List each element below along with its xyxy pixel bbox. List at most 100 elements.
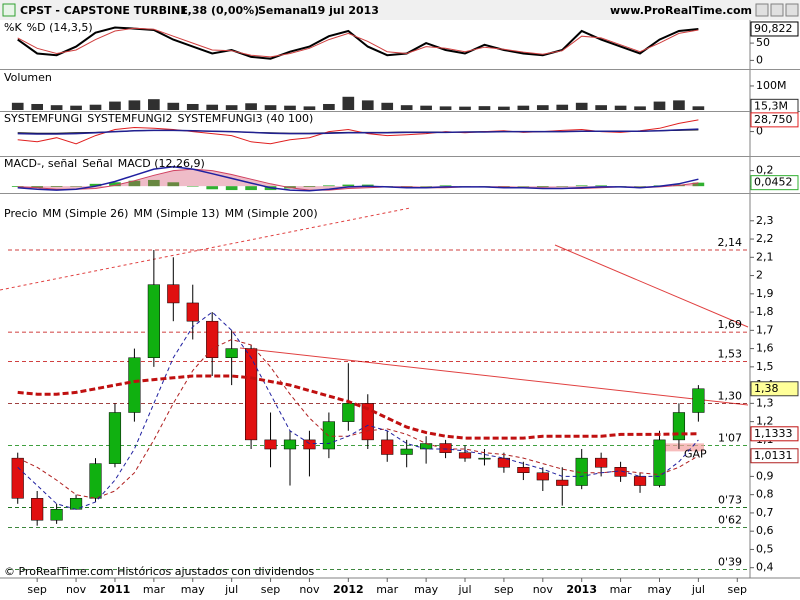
bar [614, 105, 627, 110]
bar [692, 106, 705, 110]
level-label: 0'39 [718, 556, 742, 569]
bar [439, 106, 452, 110]
candle-body [11, 457, 24, 499]
series-line [17, 128, 699, 135]
y-tick-label: 2,3 [756, 214, 774, 227]
current-value-box [750, 175, 799, 191]
candle-body [186, 302, 199, 322]
maximize-button[interactable] [770, 3, 784, 17]
bar [167, 182, 180, 187]
bar [89, 183, 102, 187]
bar [653, 101, 666, 110]
bar [536, 186, 549, 187]
x-tick-label: sep [27, 583, 46, 596]
bar [128, 100, 141, 110]
bar [556, 186, 569, 187]
bar [50, 186, 63, 187]
y-tick-label: 100M [756, 79, 787, 92]
close-button[interactable] [785, 3, 799, 17]
bar [284, 105, 296, 110]
minimize-button[interactable] [755, 3, 769, 17]
level-label: 1,69 [718, 318, 743, 331]
y-tick-label: 0,9 [756, 469, 774, 482]
bar [459, 106, 471, 110]
bar [303, 106, 316, 110]
candle-body [633, 476, 647, 486]
bar [70, 105, 82, 110]
bar [70, 186, 82, 187]
current-value-label: 1,38 [754, 382, 779, 395]
bar [245, 103, 257, 110]
y-tick-label: 2,1 [756, 250, 774, 263]
bar [381, 102, 394, 110]
candle-body [536, 472, 549, 481]
x-tick-label: sep [261, 583, 280, 596]
bar [31, 186, 44, 188]
bar [673, 100, 685, 110]
legend-item: Precio [4, 207, 38, 220]
candle-body [128, 357, 141, 413]
bar [31, 103, 44, 110]
legend-item: Volumen [4, 71, 52, 84]
candle-body [31, 498, 44, 521]
candle-body [400, 448, 413, 455]
bar [400, 105, 413, 110]
bar [206, 186, 219, 190]
bar [517, 105, 530, 110]
current-value-box [750, 381, 799, 397]
bar [128, 180, 141, 187]
bar [439, 185, 452, 187]
legend-item: SYSTEMFUNGI3 (40 100) [177, 112, 313, 125]
x-tick-label: may [181, 583, 205, 596]
legend-item: SYSTEMFUNGI [4, 112, 82, 125]
current-value-label: 0,0452 [754, 176, 793, 189]
candle-body [381, 439, 394, 455]
bar [498, 106, 510, 110]
legend-item: MACD (12,26,9) [118, 157, 205, 170]
candle-body [245, 348, 258, 441]
bar [342, 184, 355, 187]
y-tick-label: 1,3 [756, 396, 774, 409]
bar [323, 185, 335, 187]
y-tick-label: 2,2 [756, 232, 774, 245]
candle-body [225, 348, 238, 358]
series-line [17, 27, 699, 58]
header-bar [0, 0, 800, 20]
bar [167, 102, 180, 110]
candle-body [264, 439, 277, 450]
legend-item: %K [4, 21, 22, 34]
trend-line [554, 244, 749, 328]
legend-item: SYSTEMFUNGI2 [87, 112, 172, 125]
bar [225, 105, 238, 110]
x-tick-label: 2011 [100, 583, 131, 596]
candle-body [517, 467, 530, 474]
candle-body [575, 457, 588, 486]
candle-body [595, 457, 608, 468]
series-line [17, 338, 699, 499]
series-line [17, 119, 699, 145]
candle-body [478, 457, 491, 460]
bar [634, 106, 646, 110]
site: www.ProRealTime.com [610, 4, 752, 17]
candle-body [303, 439, 316, 450]
x-tick-label: 2012 [333, 583, 364, 596]
bar [420, 105, 432, 110]
candle-body [497, 457, 510, 468]
bar [303, 186, 316, 187]
bar [245, 186, 257, 191]
candle-body [692, 388, 705, 413]
x-tick-label: nov [299, 583, 320, 596]
x-tick-label: sep [728, 583, 747, 596]
bar [186, 186, 199, 187]
bar [361, 184, 374, 187]
bar [420, 186, 432, 187]
x-tick-label: mar [143, 583, 165, 596]
candle-body [147, 284, 160, 358]
app-icon [2, 3, 16, 17]
x-tick-label: 2013 [566, 583, 597, 596]
bar [186, 103, 199, 110]
y-tick-label: 0,8 [756, 488, 774, 501]
current-value-label: 90,822 [754, 22, 793, 35]
